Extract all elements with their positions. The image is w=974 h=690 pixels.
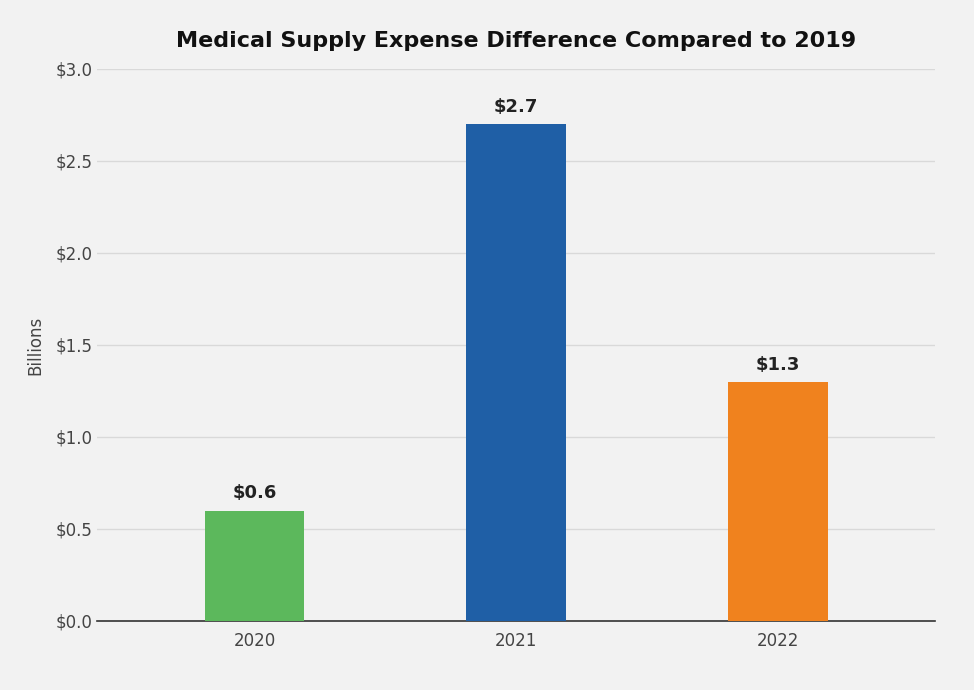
Bar xyxy=(467,124,566,621)
Bar xyxy=(205,511,304,621)
Text: $0.6: $0.6 xyxy=(232,484,277,502)
Y-axis label: Billions: Billions xyxy=(26,315,45,375)
Text: $2.7: $2.7 xyxy=(494,98,539,116)
Title: Medical Supply Expense Difference Compared to 2019: Medical Supply Expense Difference Compar… xyxy=(176,31,856,51)
Bar xyxy=(729,382,828,621)
Text: $1.3: $1.3 xyxy=(756,355,801,373)
